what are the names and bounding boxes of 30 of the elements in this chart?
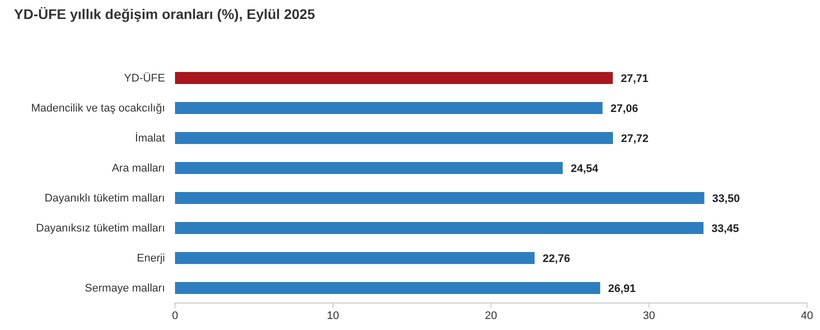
y-tick-label: Madencilik ve taş ocakcılığı <box>31 102 165 115</box>
bar <box>175 102 603 114</box>
x-tick-label: 30 <box>642 310 656 322</box>
y-tick-label: Sermaye malları <box>84 282 165 295</box>
data-label: 33,45 <box>712 222 740 235</box>
bar <box>175 72 613 84</box>
y-tick-label: Dayanıklı tüketim malları <box>44 192 165 205</box>
bar <box>175 192 704 204</box>
x-tick-label: 40 <box>800 310 814 322</box>
data-label: 27,72 <box>620 132 649 145</box>
bar <box>175 222 704 234</box>
bar <box>175 132 613 144</box>
data-label: 33,50 <box>712 192 740 205</box>
data-label: 26,91 <box>608 282 636 295</box>
x-tick-label: 0 <box>172 310 178 322</box>
data-label: 22,76 <box>542 252 570 265</box>
y-tick-label: YD-ÜFE <box>124 72 165 85</box>
y-tick-label: Ara malları <box>112 162 165 175</box>
bar <box>175 162 563 174</box>
y-tick-label: İmalat <box>135 132 165 145</box>
bar <box>175 282 600 294</box>
x-tick-label: 10 <box>326 310 340 322</box>
data-label: 27,06 <box>610 102 638 115</box>
chart-title: YD-ÜFE yıllık değişim oranları (%), Eylül 2025 <box>14 6 316 22</box>
y-tick-label: Enerji <box>136 252 165 265</box>
data-label: 24,54 <box>570 162 600 175</box>
data-label: 27,71 <box>620 72 648 85</box>
x-tick-label: 20 <box>484 310 498 322</box>
y-tick-label: Dayanıksız tüketim malları <box>36 222 165 235</box>
bar <box>175 252 535 264</box>
